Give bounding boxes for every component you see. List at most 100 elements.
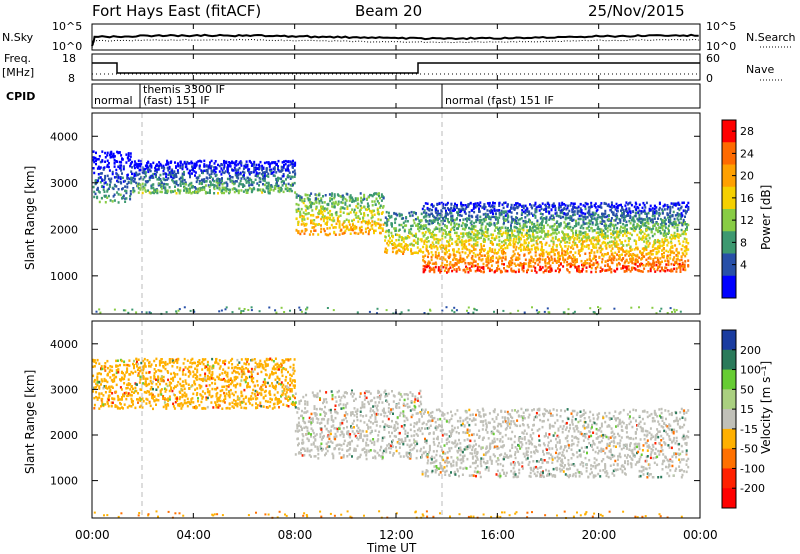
power-echo-4 bbox=[427, 240, 430, 243]
power-echo-1 bbox=[215, 181, 218, 184]
power-echo-5 bbox=[536, 231, 539, 234]
power-echo-5 bbox=[506, 205, 509, 208]
power-echo-1 bbox=[186, 167, 189, 171]
power-echo-1 bbox=[203, 163, 206, 166]
power-echo-1 bbox=[202, 186, 204, 189]
power-echo-4 bbox=[566, 250, 569, 253]
power-echo-5 bbox=[481, 222, 484, 226]
power-echo-5 bbox=[548, 203, 551, 207]
power-echo-4 bbox=[517, 268, 520, 271]
power-echo-3 bbox=[420, 227, 423, 230]
power-echo-1 bbox=[155, 170, 158, 174]
power-echo-1 bbox=[239, 160, 242, 163]
power-echo-1 bbox=[267, 191, 270, 195]
power-echo-1 bbox=[193, 165, 196, 168]
power-echo-5 bbox=[580, 214, 583, 217]
power-echo-5 bbox=[460, 232, 463, 235]
power-echo-0 bbox=[120, 164, 123, 167]
power-echo-5 bbox=[644, 221, 647, 225]
velocity-echo-0 bbox=[101, 367, 104, 371]
power-echo-4 bbox=[684, 268, 687, 271]
power-echo-4 bbox=[539, 254, 542, 257]
power-echo-5 bbox=[571, 210, 574, 214]
power-echo-5 bbox=[444, 232, 447, 236]
power-echo-5 bbox=[454, 208, 456, 211]
power-echo-2 bbox=[326, 223, 328, 226]
power-echo-ground bbox=[466, 309, 468, 312]
power-echo-5 bbox=[499, 229, 502, 233]
power-echo-5 bbox=[507, 215, 510, 218]
power-echo-5 bbox=[576, 207, 579, 210]
power-echo-0 bbox=[107, 165, 110, 169]
power-echo-5 bbox=[450, 215, 453, 218]
power-echo-4 bbox=[641, 270, 644, 273]
power-echo-1 bbox=[237, 184, 240, 188]
power-echo-1 bbox=[183, 173, 185, 176]
power-echo-4 bbox=[451, 238, 454, 241]
power-echo-2 bbox=[336, 217, 339, 220]
power-echo-4 bbox=[664, 266, 667, 269]
power-echo-2 bbox=[306, 193, 309, 197]
velocity-echo-0 bbox=[92, 390, 95, 393]
power-echo-4 bbox=[506, 244, 509, 248]
power-echo-1 bbox=[287, 167, 289, 171]
power-echo-5 bbox=[525, 221, 528, 224]
power-echo-4 bbox=[593, 238, 596, 242]
power-echo-5 bbox=[544, 233, 547, 236]
power-echo-1 bbox=[242, 167, 245, 171]
power-echo-5 bbox=[559, 222, 562, 225]
power-echo-1 bbox=[220, 173, 223, 176]
power-echo-0 bbox=[122, 194, 125, 197]
power-echo-4 bbox=[462, 234, 465, 238]
power-echo-4 bbox=[629, 246, 632, 250]
power-echo-4 bbox=[667, 260, 670, 263]
power-echo-5 bbox=[558, 214, 561, 218]
power-echo-5 bbox=[451, 226, 454, 230]
power-echo-2 bbox=[327, 211, 330, 215]
power-echo-1 bbox=[166, 166, 169, 170]
power-echo-2 bbox=[337, 215, 340, 218]
power-echo-0 bbox=[113, 158, 116, 162]
power-echo-4 bbox=[683, 263, 686, 266]
power-echo-5 bbox=[538, 203, 541, 207]
freq-label-1: Freq. bbox=[4, 52, 31, 65]
power-echo-2 bbox=[299, 212, 302, 216]
power-echo-4 bbox=[479, 252, 481, 255]
power-echo-4 bbox=[636, 260, 639, 264]
power-echo-0 bbox=[115, 185, 118, 188]
power-echo-4 bbox=[606, 268, 609, 272]
power-echo-1 bbox=[203, 188, 206, 191]
power-echo-4 bbox=[537, 237, 540, 241]
power-echo-1 bbox=[210, 159, 213, 163]
power-echo-ground bbox=[655, 312, 658, 315]
power-echo-4 bbox=[594, 267, 597, 270]
power-echo-4 bbox=[513, 252, 516, 256]
power-echo-4 bbox=[570, 262, 572, 266]
power-echo-1 bbox=[138, 172, 141, 176]
power-echo-2 bbox=[353, 218, 355, 222]
power-echo-4 bbox=[480, 245, 483, 248]
power-echo-4 bbox=[495, 235, 498, 238]
power-echo-ground bbox=[423, 312, 426, 314]
power-echo-1 bbox=[190, 160, 193, 163]
power-echo-1 bbox=[159, 178, 162, 181]
power-echo-0 bbox=[106, 188, 109, 192]
power-echo-2 bbox=[338, 233, 341, 236]
power-echo-1 bbox=[136, 166, 139, 169]
power-echo-2 bbox=[331, 192, 334, 195]
power-echo-2 bbox=[371, 200, 374, 203]
power-echo-5 bbox=[451, 214, 454, 218]
power-echo-5 bbox=[459, 213, 461, 217]
power-echo-4 bbox=[457, 266, 460, 269]
power-echo-4 bbox=[614, 270, 617, 273]
power-echo-4 bbox=[679, 270, 682, 273]
power-echo-4 bbox=[427, 255, 429, 259]
power-echo-5 bbox=[677, 218, 680, 222]
power-echo-4 bbox=[670, 270, 673, 273]
power-echo-4 bbox=[610, 257, 613, 260]
power-echo-4 bbox=[673, 256, 676, 259]
power-echo-1 bbox=[162, 184, 165, 188]
power-echo-4 bbox=[495, 256, 498, 260]
power-echo-4 bbox=[650, 266, 653, 269]
power-echo-5 bbox=[610, 223, 613, 226]
